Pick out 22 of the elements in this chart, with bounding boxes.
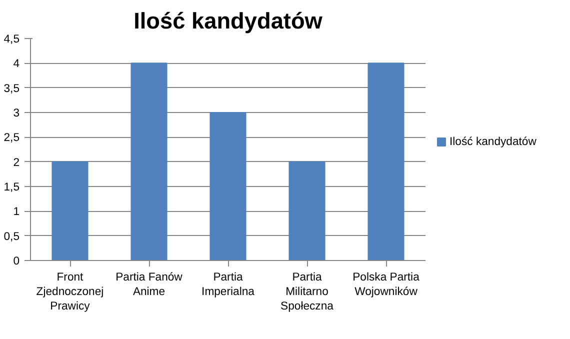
y-tick-label: 0	[13, 256, 20, 268]
x-tick-label: Partia Imperialna	[202, 272, 256, 298]
x-tick-label: Front Zjednoczonej Prawicy	[36, 272, 104, 312]
x-tick-label: Partia Fanów Anime	[116, 272, 184, 298]
chart-title: Ilość kandydatów	[134, 8, 323, 34]
x-tick-label: Polska Partia Wojowników	[352, 272, 420, 298]
y-tick-label: 3	[13, 108, 20, 120]
y-tick-label: 3,5	[4, 82, 20, 95]
y-tick-label: 0,5	[4, 230, 20, 243]
y-tick-label: 2	[13, 156, 20, 169]
y-tick-label: 2,5	[4, 132, 20, 144]
y-tick-label: 1	[13, 206, 20, 218]
bar	[210, 112, 246, 260]
bar	[52, 161, 88, 260]
bar	[130, 62, 168, 260]
legend-label: Ilość kandydatów	[450, 136, 538, 148]
y-tick-label: 1,5	[4, 182, 20, 194]
x-tick-label: Partia Militarno Społeczna	[280, 272, 334, 312]
bar	[368, 62, 404, 260]
bar	[288, 161, 326, 260]
y-tick-label: 4	[13, 58, 20, 70]
y-tick-label: 4,5	[4, 34, 20, 46]
